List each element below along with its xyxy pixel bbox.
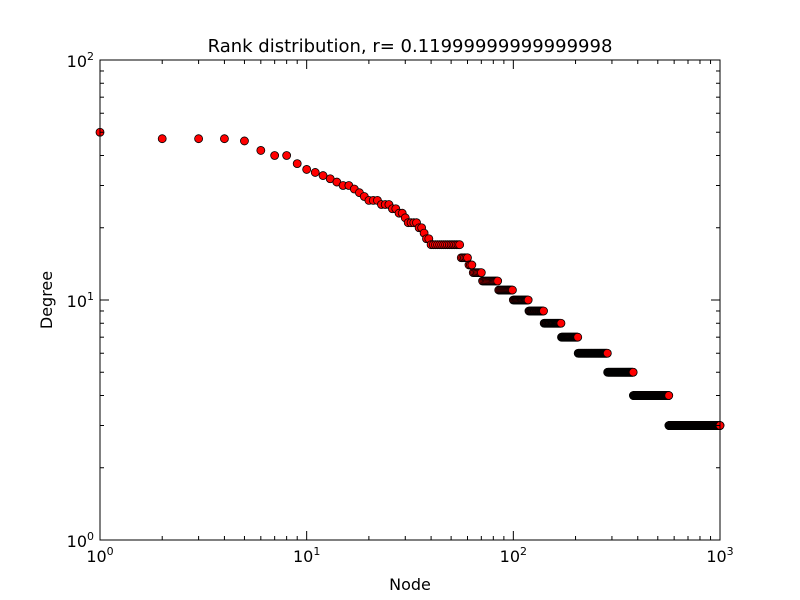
data-point [220,134,229,144]
data-point [282,151,292,160]
y-tick-label: 100 [67,530,94,551]
data-points [95,127,725,430]
data-point [602,348,612,358]
data-point [292,159,302,169]
data-point [467,260,477,270]
x-tick-label: 102 [500,545,527,566]
data-point [539,306,548,316]
data-point [302,165,312,174]
data-point [508,285,517,295]
y-tick-label: 101 [67,290,94,311]
data-point [493,276,503,286]
data-point [628,367,638,377]
data-point [523,295,533,305]
y-axis-label: Degree [37,271,56,329]
x-axis-label: Node [389,575,431,594]
chart-title: Rank distribution, r= 0.1199999999999999… [208,36,613,57]
data-point [240,136,249,146]
data-point [157,134,167,144]
data-point [318,171,328,180]
data-point [664,391,674,400]
data-point [573,332,583,342]
data-point [270,151,280,160]
plot-frame [99,59,721,541]
axis-tick-labels: 100 101 102 103 100 101 102 [67,50,734,566]
x-tick-label: 100 [86,545,113,566]
data-point [310,168,320,177]
data-point [455,240,465,250]
data-point [556,318,566,328]
axis-ticks [99,59,721,541]
data-point [194,134,204,144]
data-point [476,268,486,278]
y-tick-label: 102 [67,50,94,71]
x-tick-label: 101 [293,545,320,566]
x-tick-label: 103 [706,545,733,566]
data-point [256,146,266,155]
